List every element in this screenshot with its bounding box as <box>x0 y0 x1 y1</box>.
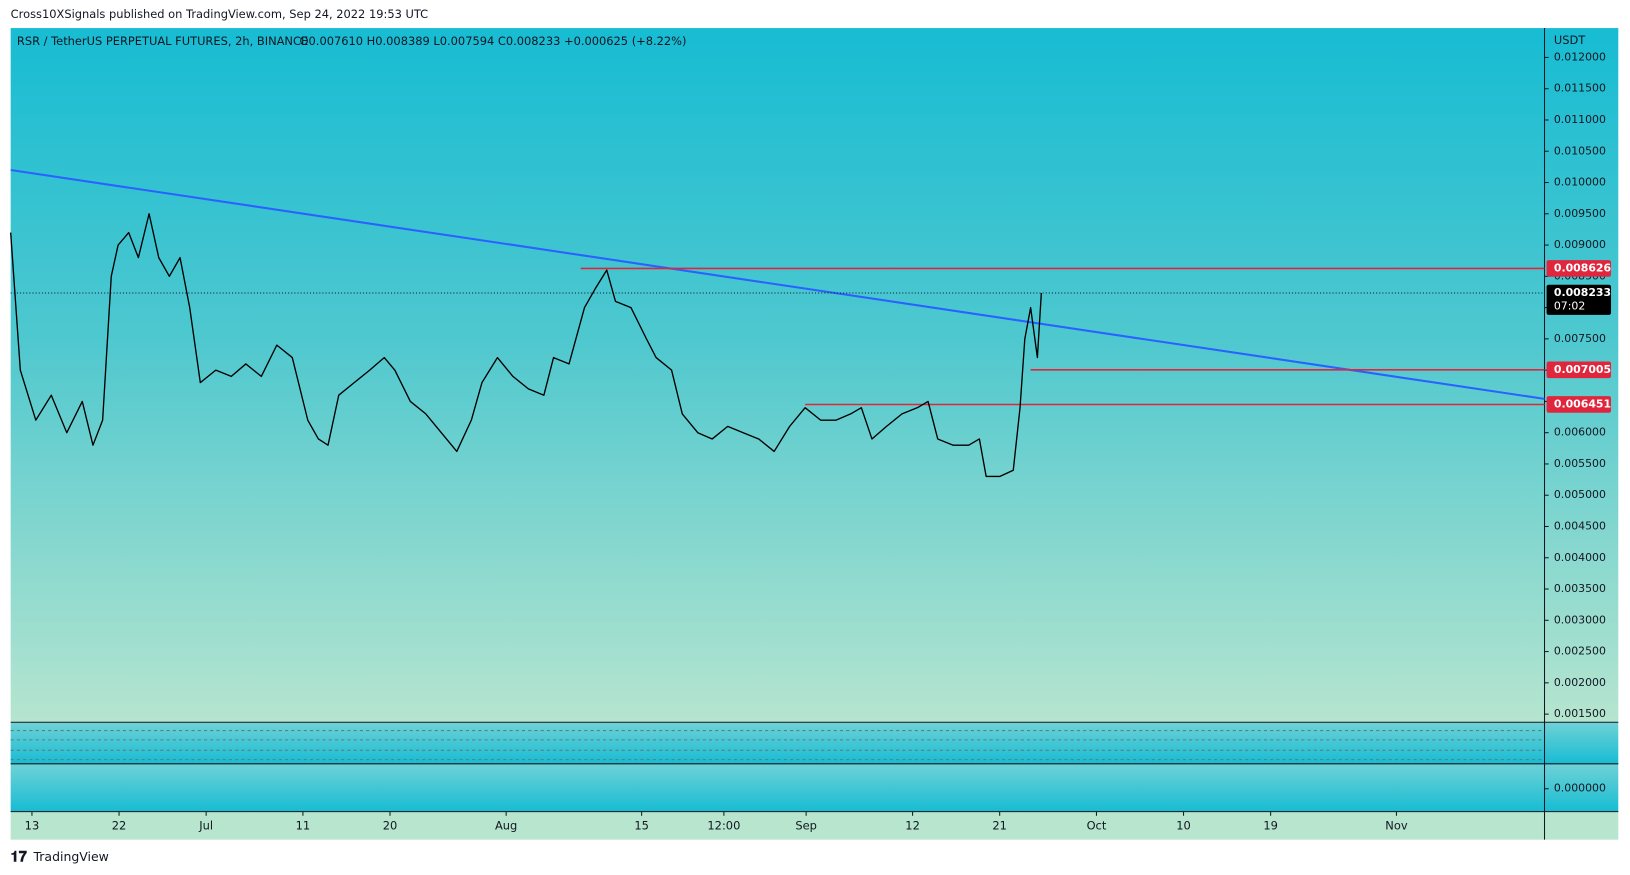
x-tick-label: 12:00 <box>707 819 740 833</box>
level-label: 0.008626 <box>1554 261 1611 274</box>
x-tick-label: Aug <box>495 819 517 833</box>
level-label: 0.006451 <box>1554 397 1611 410</box>
y-tick-label: 0.003500 <box>1554 582 1606 595</box>
x-tick-label: 21 <box>992 819 1007 833</box>
currency-label: USDT <box>1554 33 1586 47</box>
y-tick-label: 0.012000 <box>1554 50 1606 63</box>
y-tick-label: 0.004500 <box>1554 519 1606 532</box>
indicator-pane-1 <box>10 722 1619 764</box>
ohlc-info: O0.007610 H0.008389 L0.007594 C0.008233 … <box>300 34 687 48</box>
indicator-tick-label: 0.000000 <box>1554 782 1606 795</box>
x-tick-label: 12 <box>905 819 920 833</box>
last-price-label: 0.008233 <box>1554 286 1611 299</box>
y-tick-label: 0.007500 <box>1554 332 1606 345</box>
x-tick-label: Nov <box>1385 819 1408 833</box>
y-tick-label: 0.004000 <box>1554 551 1606 564</box>
time-axis <box>10 811 1619 840</box>
y-tick-label: 0.010000 <box>1554 176 1606 189</box>
x-tick-label: 15 <box>634 819 649 833</box>
price-line <box>9 213 1043 478</box>
x-tick-label: 13 <box>25 819 40 833</box>
x-tick-label: 19 <box>1263 819 1278 833</box>
x-tick-label: Jul <box>198 819 213 833</box>
published-note: Cross10XSignals published on TradingView… <box>11 7 428 21</box>
y-tick-label: 0.001500 <box>1554 707 1606 720</box>
last-price-tag <box>1546 284 1612 315</box>
level-label: 0.007005 <box>1554 363 1611 376</box>
level-tag <box>1546 396 1612 413</box>
y-tick-label: 0.005000 <box>1554 488 1606 501</box>
y-tick-label: 0.009000 <box>1554 238 1606 251</box>
x-tick-label: 10 <box>1176 819 1191 833</box>
y-tick-label: 0.002000 <box>1554 676 1606 689</box>
y-tick-label: 0.010500 <box>1554 144 1606 157</box>
x-tick-label: 22 <box>112 819 127 833</box>
brand: TradingView <box>33 849 109 864</box>
x-tick-label: 11 <box>296 819 311 833</box>
x-tick-label: Sep <box>795 819 817 833</box>
x-tick-label: Oct <box>1087 819 1107 833</box>
footer-logo: 𝟏𝟕 <box>11 849 28 865</box>
indicator-guides <box>10 730 1545 761</box>
main-pane <box>10 28 1619 723</box>
symbol-title: RSR / TetherUS PERPETUAL FUTURES, 2h, BI… <box>17 34 308 48</box>
y-tick-label: 0.011500 <box>1554 82 1606 95</box>
y-tick-label: 0.005500 <box>1554 457 1606 470</box>
level-tag <box>1546 260 1612 277</box>
countdown-label: 07:02 <box>1554 300 1585 313</box>
y-tick-label: 0.009500 <box>1554 207 1606 220</box>
y-tick-label: 0.002500 <box>1554 645 1606 658</box>
y-tick-label: 0.011000 <box>1554 113 1606 126</box>
svg-text:𝟏𝟕: 𝟏𝟕 <box>11 849 28 865</box>
y-tick-label: 0.003000 <box>1554 613 1606 626</box>
indicator-pane-2 <box>10 763 1619 812</box>
level-tag <box>1546 361 1612 379</box>
y-tick-label: 0.006000 <box>1554 426 1606 439</box>
trendline <box>10 168 1545 400</box>
x-tick-label: 20 <box>383 819 398 833</box>
